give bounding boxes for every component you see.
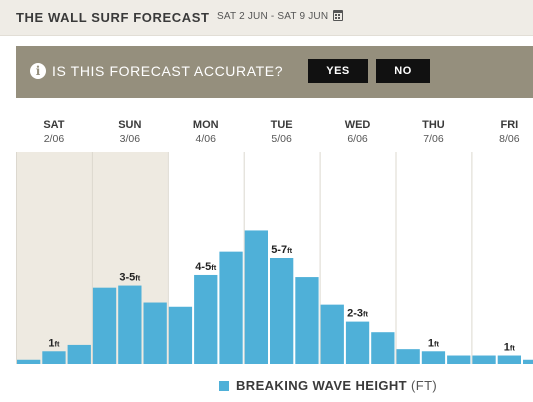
wave-bar [421,351,446,364]
date-label: 3/06 [120,133,141,145]
day-label: MON [193,119,219,131]
calendar-icon[interactable] [333,10,343,21]
wave-bar [194,274,218,364]
bar-data-label: 3-5ft [119,272,140,284]
no-button[interactable]: NO [376,59,430,83]
bar-data-label: 1ft [48,337,60,349]
date-label: 7/06 [423,133,444,145]
day-label: WED [345,119,371,131]
date-label: 6/06 [347,133,368,145]
wave-bar [447,355,471,364]
wave-bar [345,321,370,364]
date-label: 5/06 [271,133,292,145]
date-label: 4/06 [196,133,217,145]
wave-bar [67,344,91,364]
wave-bar [396,349,420,364]
wave-bar [168,306,193,364]
bar-data-label: 4-5ft [195,261,216,273]
wave-bar [42,351,66,364]
wave-bar [219,251,243,364]
wave-height-chart: SAT 2/06 SUN 3/06 MON 4/06 TUE 5/06 WED 6/06 THU 7/… [16,119,533,364]
wave-bar [523,359,533,364]
page-header: THE WALL SURF FORECAST SAT 2 JUN - SAT 9… [0,0,533,36]
wave-bar [295,277,319,364]
legend-unit: (FT) [411,378,438,393]
wave-bar [118,285,142,364]
wave-bar [17,359,41,364]
wave-bar [270,258,294,364]
bar-data-label: 1ft [504,342,516,354]
day-label: THU [422,119,445,131]
wave-bar [143,302,167,364]
bar-data-label: 1ft [428,337,440,349]
wave-bar [472,355,496,364]
wave-bar [371,332,395,364]
date-label: 8/06 [499,133,520,145]
info-icon: i [30,63,46,79]
wave-bar [497,355,521,364]
legend-label: BREAKING WAVE HEIGHT (FT) [236,378,437,393]
feedback-banner: i IS THIS FORECAST ACCURATE? YES NO [16,46,533,98]
bar-data-label: 5-7ft [271,244,292,256]
day-label: SUN [118,119,141,131]
wave-bar [320,304,344,364]
day-label: TUE [271,119,293,131]
wave-bar [244,230,268,364]
legend-text: BREAKING WAVE HEIGHT [236,378,407,393]
wave-bar [92,287,117,364]
page-title: THE WALL SURF FORECAST [16,10,210,25]
yes-button[interactable]: YES [308,59,368,83]
bar-data-label: 2-3ft [347,308,368,320]
date-label: 2/06 [44,133,65,145]
legend-swatch [219,381,229,391]
day-label: SAT [43,119,64,131]
day-label: FRI [500,119,518,131]
feedback-question: IS THIS FORECAST ACCURATE? [52,63,284,79]
date-range: SAT 2 JUN - SAT 9 JUN [217,11,329,22]
